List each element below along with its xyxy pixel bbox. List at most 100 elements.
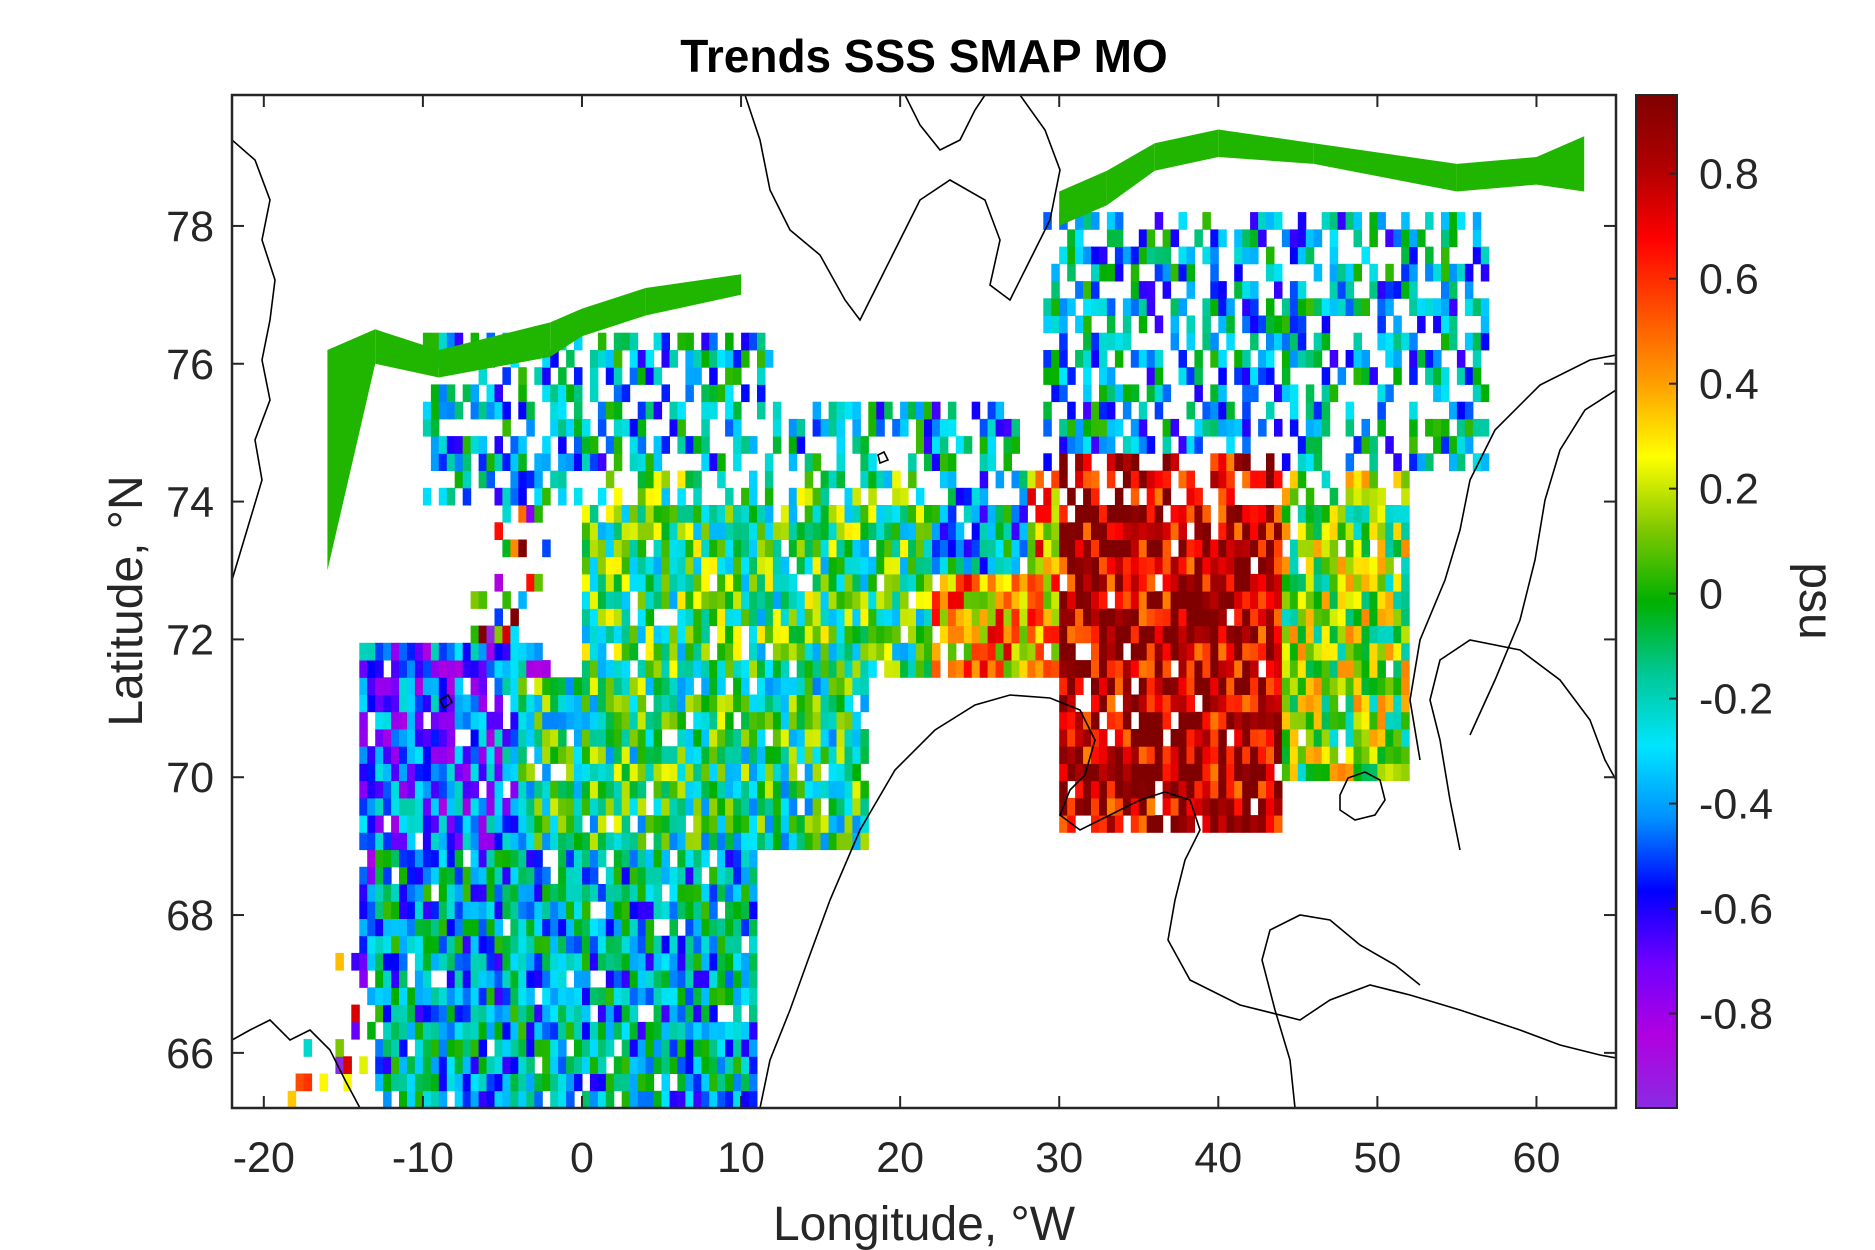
heatmap-cell [677,815,686,833]
heatmap-cell [764,470,774,489]
heatmap-cell [828,418,838,437]
heatmap-cell [820,660,830,678]
heatmap-cell [717,677,726,695]
heatmap-cell [1210,263,1219,282]
heatmap-cell [1122,246,1132,265]
heatmap-cell [1091,505,1100,523]
heatmap-cell [1385,229,1394,248]
heatmap-cell [1210,470,1219,489]
heatmap-cell [1083,401,1092,420]
heatmap-cell [1353,436,1362,454]
heatmap-cell [1035,539,1044,558]
heatmap-cell [1067,642,1076,661]
heatmap-cell [367,780,376,799]
heatmap-cell [605,729,615,747]
heatmap-cell [1075,797,1084,816]
heatmap-cell [582,901,591,919]
heatmap-cell [677,660,686,678]
heatmap-cell [454,1056,464,1074]
heatmap-cell [693,780,702,799]
heatmap-cell [1043,367,1052,385]
heatmap-cell [391,970,400,988]
heatmap-cell [494,815,503,833]
heatmap-cell [1226,694,1235,713]
heatmap-cell [828,660,838,678]
heatmap-cell [669,1056,678,1074]
heatmap-cell [1154,384,1164,403]
heatmap-cell [478,1004,488,1023]
heatmap-cell [693,591,702,609]
heatmap-cell [653,884,663,902]
heatmap-cell [383,1021,392,1040]
heatmap-cell [1130,660,1140,678]
heatmap-cell [582,591,591,609]
heatmap-cell [1162,418,1172,437]
heatmap-cell [367,763,376,782]
heatmap-cell [582,797,591,816]
heatmap-cell [558,436,567,454]
heatmap-cell [1417,350,1426,368]
heatmap-cell [1083,350,1092,368]
heatmap-cell [1329,384,1339,403]
heatmap-cell [1242,573,1251,592]
heatmap-cell [621,987,631,1006]
heatmap-cell [1114,711,1124,730]
heatmap-cell [1234,677,1243,695]
heatmap-cell [582,952,591,971]
heatmap-cell [1266,332,1275,351]
heatmap-cell [1377,212,1386,230]
heatmap-cell [1393,694,1402,713]
heatmap-cell [1377,315,1386,334]
heatmap-cell [1321,505,1331,523]
heatmap-cell [1186,711,1195,730]
heatmap-cell [1226,573,1235,592]
heatmap-cell [1154,608,1164,627]
heatmap-cell [677,1021,686,1040]
heatmap-cell [454,832,464,851]
heatmap-cell [757,660,766,678]
heatmap-cell [1321,470,1331,489]
heatmap-cell [486,470,495,489]
heatmap-cell [1194,367,1203,385]
heatmap-cell [566,677,575,695]
heatmap-cell [629,970,639,988]
heatmap-cell [717,866,726,885]
heatmap-cell [438,935,448,954]
heatmap-cell [749,694,758,713]
heatmap-cell [1035,573,1044,592]
heatmap-cell [542,901,551,919]
heatmap-cell [526,1004,535,1023]
heatmap-cell [1027,660,1036,678]
heatmap-cell [1401,212,1410,230]
heatmap-cell [1345,350,1355,368]
heatmap-cell [884,539,893,558]
heatmap-cell [589,935,599,954]
heatmap-cell [1345,591,1355,609]
heatmap-cell [367,901,376,919]
heatmap-cell [844,556,853,575]
heatmap-cell [518,1090,527,1108]
heatmap-cell [828,470,838,489]
heatmap-cell [1441,263,1450,282]
heatmap-cell [407,1090,416,1108]
heatmap-cell [1091,797,1100,816]
heatmap-cell [1329,246,1339,265]
heatmap-cell [1393,453,1402,471]
heatmap-cell [892,470,901,489]
heatmap-cell [1369,591,1378,609]
heatmap-cell [1385,763,1394,782]
heatmap-cell [1122,780,1132,799]
heatmap-cell [653,522,663,540]
heatmap-cell [383,935,392,954]
heatmap-cell [1353,298,1362,316]
heatmap-cell [391,729,400,747]
heatmap-cell [558,746,567,764]
heatmap-cell [1202,815,1211,833]
heatmap-cell [597,453,607,471]
heatmap-cell [860,677,869,695]
heatmap-cell [1138,229,1148,248]
heatmap-cell [1234,229,1243,248]
heatmap-cell [399,970,408,988]
heatmap-cell [621,918,631,937]
heatmap-cell [1202,780,1211,799]
